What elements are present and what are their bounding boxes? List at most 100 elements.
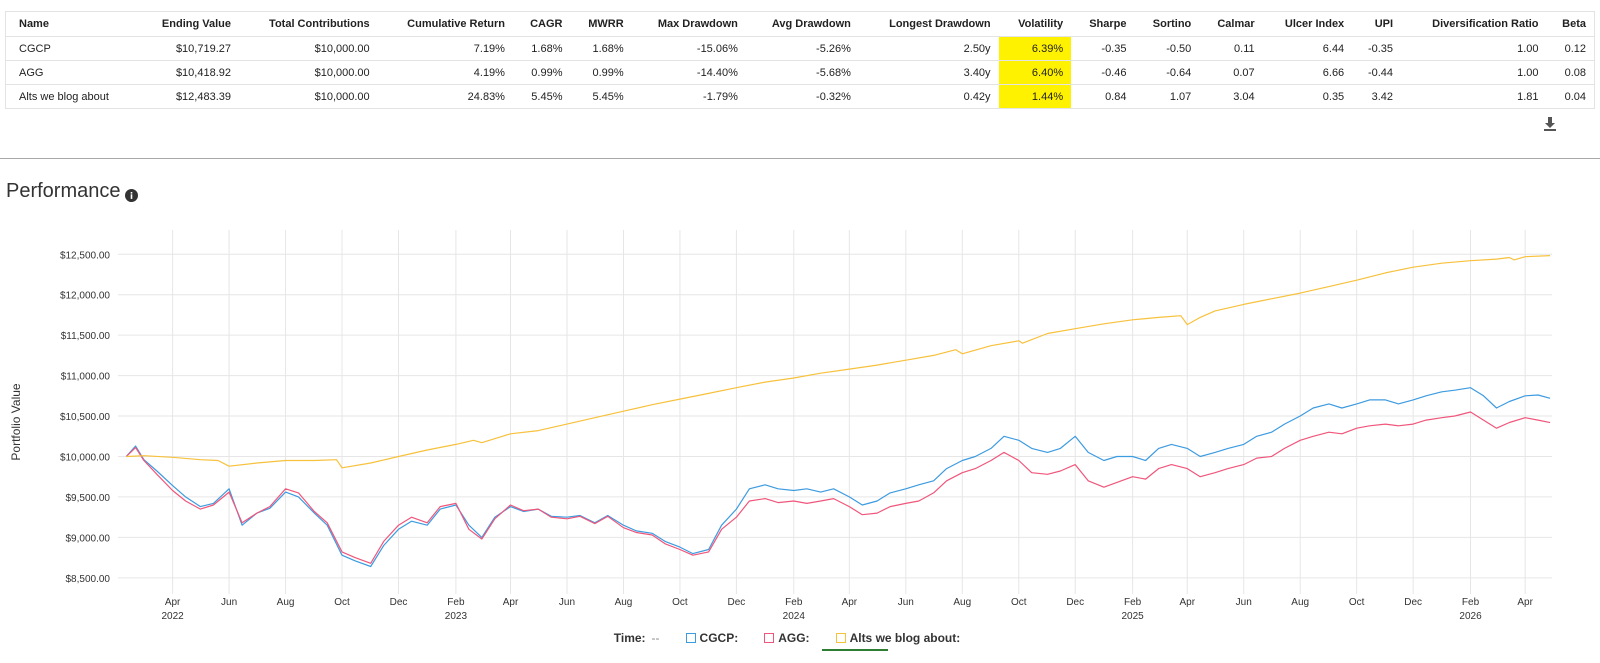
stats-table-header: Name Ending Value Total Contributions Cumul… xyxy=(6,12,1594,37)
info-icon[interactable] xyxy=(124,185,138,202)
table-row: AGG $10,418.92 $10,000.00 4.19% 0.99% 0.99% -1… xyxy=(6,60,1594,85)
table-cell: 0.84 xyxy=(1105,90,1127,103)
x-tick-label: Aug xyxy=(277,597,295,608)
table-cell: 5.45% xyxy=(592,90,624,103)
x-tick-year-label: 2024 xyxy=(783,611,806,622)
y-tick-label: $10,000.00 xyxy=(60,452,110,463)
table-cell: -0.32% xyxy=(816,90,851,103)
table-cell: CGCP xyxy=(6,36,138,61)
y-tick-label: $11,000.00 xyxy=(61,372,111,383)
x-tick-label: Jun xyxy=(559,597,575,608)
column-header-beta[interactable]: Beta xyxy=(1546,12,1594,37)
table-cell: 0.99% xyxy=(512,60,571,85)
table-cell: 0.42y xyxy=(963,90,991,103)
table-cell: 0.35 xyxy=(1322,90,1345,103)
table-cell: -0.35 xyxy=(1352,36,1402,61)
table-cell: $10,000.00 xyxy=(239,36,378,61)
table-cell: 6.40% xyxy=(998,60,1072,85)
y-tick-label: $10,500.00 xyxy=(60,412,110,423)
table-cell: 1.68% xyxy=(570,36,632,61)
table-cell: 2.50y xyxy=(858,36,999,61)
column-header-cumulative-return[interactable]: Cumulative Return xyxy=(377,12,513,37)
column-header-mwrr[interactable]: MWRR xyxy=(570,12,632,37)
table-cell: $10,000.00 xyxy=(314,90,370,103)
download-icon[interactable] xyxy=(1540,114,1560,134)
table-cell: 1.44% xyxy=(998,84,1072,108)
table-cell: -15.06% xyxy=(631,36,746,61)
table-cell: 6.39% xyxy=(998,36,1072,61)
series-line-agg[interactable] xyxy=(125,411,1551,564)
x-tick-label: Apr xyxy=(503,597,519,608)
x-tick-label: Apr xyxy=(1517,597,1533,608)
series-line-alts-we-blog-about[interactable] xyxy=(126,255,1551,469)
table-cell: 24.83% xyxy=(467,90,505,103)
stats-table-body: CGCP $10,719.27 $10,000.00 7.19% 1.68% 1.68% -… xyxy=(6,36,1594,108)
column-header-avg-drawdown[interactable]: Avg Drawdown xyxy=(745,12,859,37)
legend-item-agg[interactable]: AGG: xyxy=(764,631,810,645)
x-tick-label: Oct xyxy=(1349,597,1365,608)
legend-item-cgcp[interactable]: CGCP: xyxy=(685,631,739,645)
column-header-sharpe[interactable]: Sharpe xyxy=(1071,12,1135,37)
x-tick-label: Oct xyxy=(672,597,688,608)
x-tick-label: Apr xyxy=(1179,597,1195,608)
x-tick-label: Oct xyxy=(1011,597,1027,608)
x-tick-year-label: 2022 xyxy=(161,611,184,622)
performance-header: Performance xyxy=(6,180,138,203)
x-axis: Apr 2022 Jun Aug Oct Dec Feb 2023 Apr Jun Aug Oct De… xyxy=(161,597,1533,622)
x-tick-year-label: 2026 xyxy=(1459,611,1482,622)
x-tick-year-label: 2023 xyxy=(445,611,468,622)
y-tick-label: $12,500.00 xyxy=(60,250,110,261)
column-header-diversification-ratio[interactable]: Diversification Ratio xyxy=(1401,12,1547,37)
column-header-max-drawdown[interactable]: Max Drawdown xyxy=(631,12,746,37)
y-tick-label: $9,000.00 xyxy=(66,533,111,544)
column-header-upi[interactable]: UPI xyxy=(1352,12,1402,37)
stats-table: Name Ending Value Total Contributions Cumul… xyxy=(6,12,1594,108)
legend-item-alts[interactable]: Alts we blog about: xyxy=(835,631,960,645)
legend-label-cgcp: CGCP: xyxy=(699,631,739,645)
column-header-total-contributions[interactable]: Total Contributions xyxy=(239,12,378,37)
y-tick-label: $9,500.00 xyxy=(66,493,111,504)
x-tick-label: Jun xyxy=(221,597,237,608)
table-cell: $12,483.39 xyxy=(175,90,231,103)
x-tick-label: Jun xyxy=(898,597,914,608)
table-cell: 5.45% xyxy=(531,90,563,103)
legend-swatch-alts xyxy=(835,633,846,643)
table-cell: 1.00 xyxy=(1401,36,1547,61)
column-header-calmar[interactable]: Calmar xyxy=(1199,12,1263,37)
table-cell: -0.35 xyxy=(1071,36,1135,61)
y-axis: $8,500.00 $9,000.00 $9,500.00 $10,000.00 $10… xyxy=(60,250,110,585)
series-line-cgcp[interactable] xyxy=(125,387,1551,568)
table-cell: 0.11 xyxy=(1199,36,1263,61)
chart-grid xyxy=(118,230,1552,594)
column-header-longest-drawdown[interactable]: Longest Drawdown xyxy=(858,12,999,37)
table-cell: 3.40y xyxy=(858,60,999,85)
chart-legend: Time: -- CGCP: AGG: Alts we blog about: xyxy=(0,628,1600,648)
x-tick-label: Aug xyxy=(615,597,633,608)
x-tick-label: Feb xyxy=(1124,597,1142,608)
x-tick-label: Aug xyxy=(953,597,971,608)
table-cell: $10,719.27 xyxy=(137,36,239,61)
table-cell: Alts we blog about xyxy=(19,90,109,103)
column-header-volatility[interactable]: Volatility xyxy=(998,12,1072,37)
legend-time: Time: -- xyxy=(614,631,660,645)
x-tick-label: Feb xyxy=(447,597,465,608)
table-cell: $10,418.92 xyxy=(137,60,239,85)
column-header-ulcer-index[interactable]: Ulcer Index xyxy=(1262,12,1353,37)
table-cell: -0.64 xyxy=(1134,60,1200,85)
column-header-sortino[interactable]: Sortino xyxy=(1134,12,1200,37)
x-tick-label: Feb xyxy=(1462,597,1480,608)
column-header-ending-value[interactable]: Ending Value xyxy=(137,12,239,37)
table-row: CGCP $10,719.27 $10,000.00 7.19% 1.68% 1.68% -… xyxy=(6,36,1594,61)
stats-table-container: Name Ending Value Total Contributions Cumul… xyxy=(5,11,1595,109)
table-cell: $10,000.00 xyxy=(239,60,378,85)
y-axis-label: Portfolio Value xyxy=(9,383,23,460)
performance-chart[interactable]: $8,500.00 $9,000.00 $9,500.00 $10,000.00 $10… xyxy=(0,222,1600,624)
column-header-cagr[interactable]: CAGR xyxy=(512,12,571,37)
x-tick-label: Apr xyxy=(842,597,858,608)
column-header-name[interactable]: Name xyxy=(6,12,138,37)
legend-time-label: Time: xyxy=(613,631,646,645)
table-cell: -0.50 xyxy=(1134,36,1200,61)
table-cell: 1.00 xyxy=(1401,60,1547,85)
table-cell: 1.81 xyxy=(1517,90,1539,103)
section-divider xyxy=(0,158,1600,159)
